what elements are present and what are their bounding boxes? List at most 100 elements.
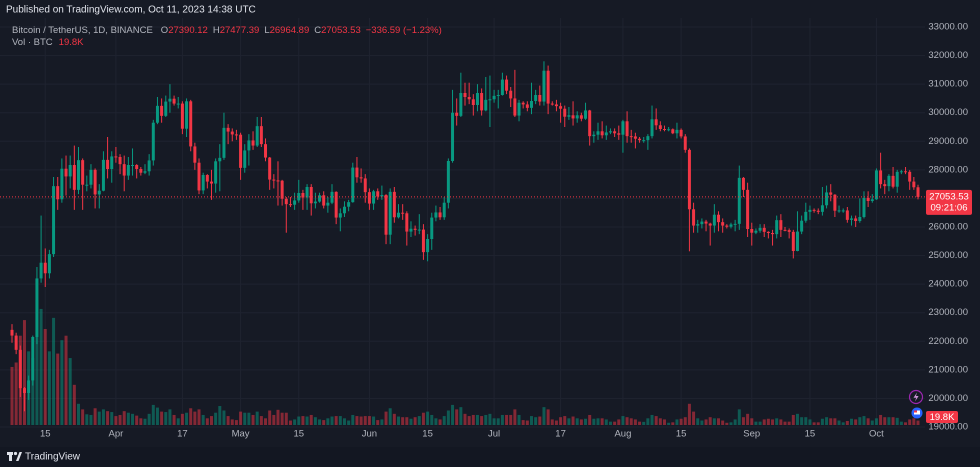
candle-body xyxy=(255,126,259,146)
volume-bar xyxy=(93,408,97,425)
candle-body xyxy=(180,103,184,129)
candle-body xyxy=(405,213,409,232)
volume-bar xyxy=(355,416,359,425)
candle-body xyxy=(579,115,583,119)
legend-line: Bitcoin / TetherUS, 1D, BINANCE O27390.12… xyxy=(12,25,442,36)
candle-body xyxy=(388,191,392,235)
candle-body xyxy=(559,106,563,109)
volume-bar xyxy=(301,416,305,425)
candle-body xyxy=(700,221,704,225)
volume-bar xyxy=(388,408,392,425)
candle-body xyxy=(43,262,47,274)
volume-bar xyxy=(891,417,895,425)
candle-body xyxy=(68,165,72,177)
volume-bar xyxy=(671,422,675,425)
volume-bar xyxy=(775,418,779,425)
volume-bar xyxy=(214,412,218,425)
volume-bar xyxy=(816,422,820,425)
volume-bar xyxy=(131,413,135,425)
candle-body xyxy=(484,99,488,111)
candle-body xyxy=(230,131,234,135)
candle-body xyxy=(471,99,475,105)
volume-bar xyxy=(525,420,529,425)
volume-bar xyxy=(808,419,812,425)
volume-bar xyxy=(135,415,139,425)
volume-bar xyxy=(721,420,725,425)
volume-bar xyxy=(118,414,122,425)
volume-bar xyxy=(658,418,662,425)
candle-body xyxy=(874,170,878,200)
candle-body xyxy=(76,160,80,190)
volume-bar xyxy=(56,353,60,425)
candle-body xyxy=(658,125,662,129)
candle-body xyxy=(816,210,820,212)
volume-bar xyxy=(604,419,608,425)
ohlc-letter: O xyxy=(161,25,168,36)
y-tick-label: 26000.00 xyxy=(928,222,968,233)
volume-bar xyxy=(342,418,346,425)
volume-bar xyxy=(471,414,475,425)
volume-bar xyxy=(180,413,184,425)
candle-body xyxy=(500,79,504,95)
volume-bar xyxy=(795,413,799,425)
volume-bar xyxy=(222,410,226,425)
candle-body xyxy=(704,221,708,224)
x-tick-label: 17 xyxy=(177,429,188,440)
volume-bar xyxy=(22,320,26,425)
volume-bar xyxy=(675,419,679,425)
candle-body xyxy=(139,169,143,173)
brand-logo xyxy=(7,451,22,461)
volume-bar xyxy=(509,414,513,425)
volume-bar xyxy=(870,420,874,425)
volume-bar xyxy=(155,407,159,425)
volume-bar xyxy=(617,419,621,425)
volume-bar xyxy=(484,414,488,425)
candle-body xyxy=(741,177,745,190)
candle-body xyxy=(829,192,833,195)
volume-bar xyxy=(571,416,575,425)
candle-body xyxy=(155,105,159,123)
candle-body xyxy=(135,165,139,169)
candle-body xyxy=(746,189,750,229)
y-tick-label: 25000.00 xyxy=(928,250,968,261)
candle-body xyxy=(185,101,189,129)
volume-bar xyxy=(293,419,297,425)
candle-body xyxy=(35,278,39,337)
x-tick-label: 15 xyxy=(422,429,433,440)
volume-bar xyxy=(517,414,521,425)
candle-body xyxy=(243,150,247,168)
candle-body xyxy=(766,231,770,233)
candle-body xyxy=(347,202,351,207)
volume-bar xyxy=(912,418,916,425)
volume-bar xyxy=(812,422,816,425)
candle-body xyxy=(654,119,658,126)
volume-bar xyxy=(758,421,762,425)
volume-bar xyxy=(692,411,696,425)
volume-bar xyxy=(318,419,322,425)
last-price-label: 27053.53 xyxy=(929,191,969,202)
candle-body xyxy=(47,254,51,274)
volume-bar xyxy=(309,414,313,425)
candle-body xyxy=(596,131,600,135)
candle-body xyxy=(650,119,654,137)
candle-body xyxy=(297,193,301,201)
volume-bar xyxy=(451,404,455,425)
y-tick-label: 20000.00 xyxy=(928,393,968,404)
candle-body xyxy=(712,214,716,226)
volume-bar xyxy=(367,416,371,425)
candle-body xyxy=(800,220,804,232)
candle-body xyxy=(837,210,841,212)
y-tick-label: 24000.00 xyxy=(928,279,968,290)
volume-bar xyxy=(405,417,409,425)
volume-bar xyxy=(712,418,716,425)
y-tick-label: 21000.00 xyxy=(928,364,968,375)
volume-bar xyxy=(380,419,384,425)
volume-bar xyxy=(409,418,413,425)
candle-body xyxy=(692,209,696,226)
volume-bar xyxy=(521,420,525,425)
candle-body xyxy=(758,227,762,231)
volume-bar xyxy=(559,417,563,425)
candle-body xyxy=(52,186,56,255)
candle-body xyxy=(434,212,438,218)
